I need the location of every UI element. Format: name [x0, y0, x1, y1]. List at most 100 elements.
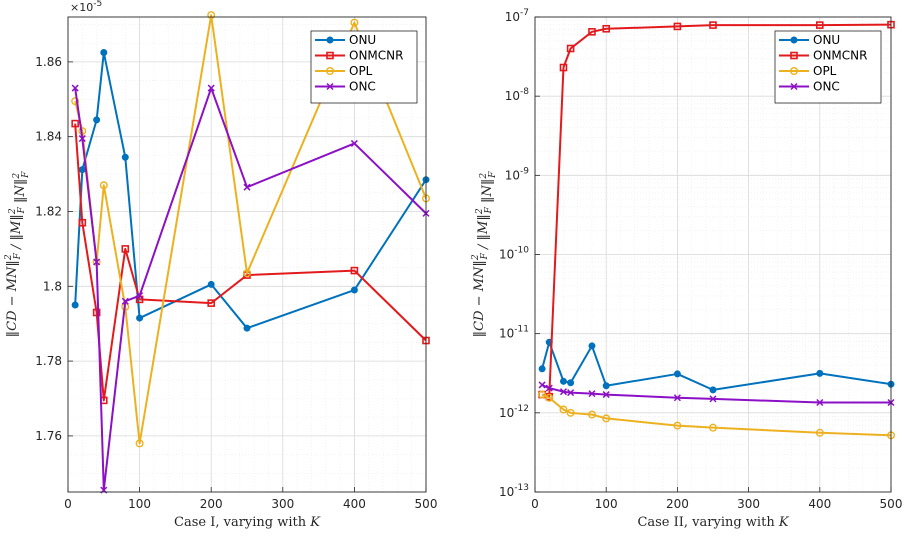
data-point-onu [100, 49, 108, 57]
y-axis-label: ‖CD − MN‖2F / ‖M‖2F ‖N‖2F [471, 171, 498, 337]
data-point-onmcnr [566, 44, 575, 53]
y-tick-label: 10-8 [505, 87, 530, 103]
data-point-onmcnr [350, 266, 359, 275]
y-tick-label: 1.84 [35, 130, 62, 144]
data-point-onmcnr [92, 308, 101, 317]
data-point-onmcnr [78, 218, 87, 227]
y-tick-label: 10-13 [499, 483, 529, 499]
data-point-onmcnr [559, 63, 568, 72]
data-point-onu [243, 324, 251, 332]
data-point-onu [559, 377, 567, 385]
y-tick-label: 10-11 [499, 325, 529, 341]
y-tick-label: 1.82 [35, 204, 62, 218]
y-tick-label: 10-7 [505, 8, 529, 24]
data-point-opl [559, 405, 568, 414]
series-line-opl [541, 393, 892, 437]
plot-frame [534, 16, 892, 493]
series-line-onmcnr [74, 123, 427, 402]
y-multiplier-label: ×10-5 [70, 0, 102, 14]
x-tick-label: 200 [200, 497, 223, 511]
data-point-onu [709, 386, 717, 394]
y-tick-label: 10-9 [505, 166, 530, 182]
legend-label-onc: ONC [813, 80, 840, 94]
legend-label-opl: OPL [813, 64, 837, 78]
series-line-onc [74, 87, 427, 492]
series-onc [71, 84, 430, 494]
legend-label-onc: ONC [349, 80, 376, 94]
series-onc [538, 381, 895, 407]
x-tick-label: 300 [737, 497, 760, 511]
x-tick-label: 500 [880, 497, 903, 511]
legend-label-onu: ONU [349, 33, 376, 47]
data-point-onu [71, 301, 79, 309]
legend-marker-onmcnr [326, 51, 334, 60]
data-point-opl [135, 439, 144, 448]
x-tick-label: 400 [808, 497, 831, 511]
x-tick-label: 400 [343, 497, 366, 511]
data-point-onc [709, 395, 717, 403]
data-point-opl [673, 421, 682, 430]
data-point-onmcnr [673, 22, 682, 31]
data-point-onmcnr [709, 21, 717, 29]
data-point-opl [602, 414, 611, 423]
plot-frame [67, 16, 427, 493]
data-point-onc [602, 391, 610, 399]
legend-label-onu: ONU [813, 33, 840, 47]
data-point-onc [567, 389, 575, 397]
data-point-onu [602, 382, 610, 390]
y-tick-label: 10-12 [499, 404, 529, 420]
y-tick-label: 10-10 [499, 246, 529, 262]
data-point-opl [709, 423, 718, 432]
data-point-onu [78, 166, 86, 174]
legend-marker-opl [790, 66, 799, 75]
x-tick-label: 500 [415, 497, 438, 511]
data-point-onc [816, 398, 824, 407]
data-point-opl [587, 410, 596, 419]
x-axis-label: Case I, varying with K [174, 515, 321, 530]
legend-marker-onu [790, 36, 798, 44]
legend-label-onmcnr: ONMCNR [813, 49, 867, 63]
data-point-onc [93, 258, 101, 266]
data-point-onu [350, 286, 358, 294]
data-point-onc [121, 297, 129, 305]
x-tick-label: 0 [531, 497, 539, 511]
x-tick-label: 200 [666, 497, 689, 511]
legend-marker-onc [790, 82, 798, 91]
data-point-onmcnr [815, 21, 824, 29]
data-point-opl [815, 428, 824, 437]
data-point-onu [588, 342, 596, 350]
data-point-onc [588, 390, 596, 398]
data-point-onmcnr [71, 119, 79, 128]
series-line-onc [541, 384, 891, 404]
y-tick-label: 1.76 [35, 429, 62, 443]
data-point-onc [136, 292, 144, 300]
series-onu [71, 49, 430, 332]
data-point-onc [78, 135, 86, 143]
series-line-onmcnr [541, 23, 892, 398]
data-point-onu [93, 116, 101, 124]
data-point-onmcnr [588, 28, 596, 36]
legend-label-opl: OPL [349, 64, 373, 78]
data-point-onu [673, 370, 681, 378]
data-point-onu [538, 365, 546, 373]
data-point-onu [121, 153, 129, 161]
series-onu [538, 338, 895, 394]
data-point-onu [136, 314, 144, 322]
data-point-onc [545, 384, 553, 392]
data-point-opl [566, 408, 575, 417]
x-tick-label: 100 [595, 497, 618, 511]
data-point-opl [350, 18, 359, 27]
series-line-onu [74, 51, 427, 330]
legend-marker-onmcnr [790, 51, 798, 60]
data-point-onc [71, 84, 79, 92]
x-axis-label: Case II, varying with K [637, 515, 789, 530]
data-point-onc [243, 183, 251, 191]
data-point-opl [71, 97, 80, 106]
data-point-onc [350, 139, 358, 147]
data-point-opl [545, 393, 554, 402]
y-tick-label: 1.86 [35, 55, 62, 69]
data-point-onmcnr [207, 299, 215, 307]
